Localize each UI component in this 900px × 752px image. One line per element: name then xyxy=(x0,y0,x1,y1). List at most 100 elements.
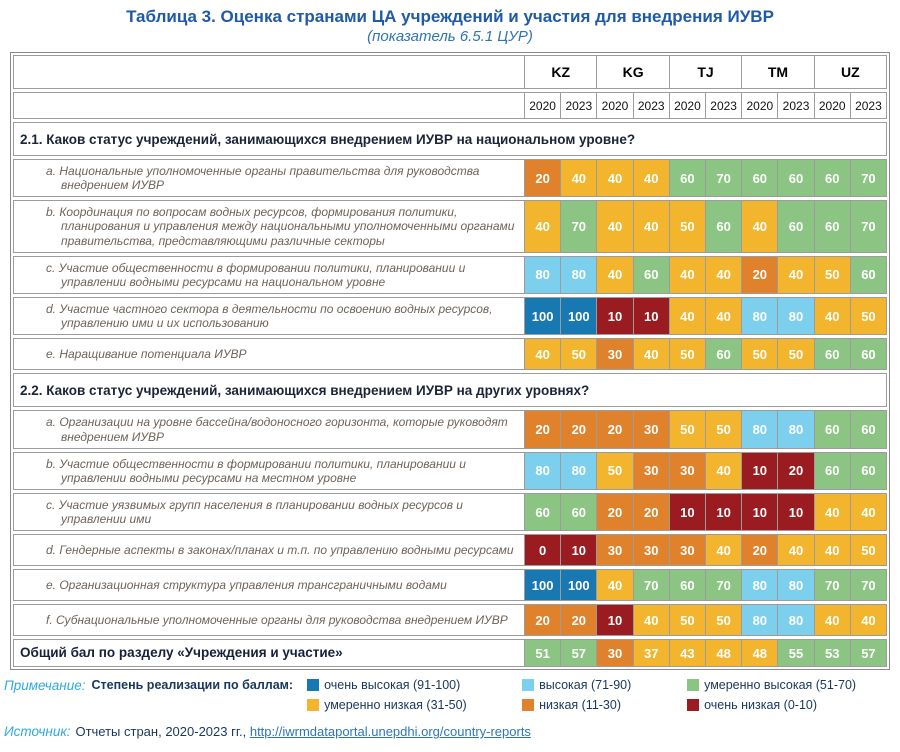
score-cell: 20 xyxy=(741,256,778,294)
row-label: e. Организационная структура управления … xyxy=(46,578,447,593)
score-cell: 80 xyxy=(777,605,814,636)
score-cell: 70 xyxy=(705,160,742,197)
score-cell: 60 xyxy=(777,160,814,197)
row-label: d. Гендерные аспекты в законах/планах и … xyxy=(46,543,514,558)
score-cell: 40 xyxy=(849,494,887,531)
score-cell: 60 xyxy=(849,411,887,448)
score-cell: 30 xyxy=(668,535,706,566)
score-cell: 80 xyxy=(741,411,778,448)
score-cell: 100 xyxy=(560,298,597,335)
score-cell: 50 xyxy=(560,339,597,370)
score-cell: 50 xyxy=(849,535,887,566)
score-cell: 60 xyxy=(849,339,887,370)
score-cell: 70 xyxy=(849,201,887,252)
score-cell: 60 xyxy=(524,494,561,531)
score-cell: 80 xyxy=(777,411,814,448)
score-cell: 55 xyxy=(777,640,814,667)
year-header: 2023 xyxy=(632,93,669,118)
score-cell: 40 xyxy=(705,298,742,335)
table-row: b. Координация по вопросам водных ресурс… xyxy=(13,200,887,253)
page-title: Таблица 3. Оценка странами ЦА учреждений… xyxy=(126,7,774,26)
score-cell: 40 xyxy=(777,256,814,294)
country-header-kg: KG xyxy=(596,56,668,88)
table-row: d. Участие частного сектора в деятельнос… xyxy=(13,297,887,336)
score-cell: 10 xyxy=(560,535,597,566)
score-cell: 20 xyxy=(632,494,669,531)
score-cell: 60 xyxy=(668,160,706,197)
score-cell: 60 xyxy=(813,411,850,448)
year-header: 2020 xyxy=(524,93,560,118)
score-cell: 50 xyxy=(741,339,778,370)
score-cell: 60 xyxy=(668,570,706,601)
score-cell: 40 xyxy=(813,494,850,531)
score-cell: 50 xyxy=(668,201,706,252)
year-header: 2020 xyxy=(813,93,850,118)
score-cell: 43 xyxy=(668,640,706,667)
score-cell: 40 xyxy=(777,535,814,566)
score-cell: 30 xyxy=(596,640,633,667)
score-cell: 30 xyxy=(632,452,669,490)
score-cell: 10 xyxy=(705,494,742,531)
header-spacer xyxy=(14,56,524,88)
score-cell: 70 xyxy=(560,201,597,252)
legend-label: очень высокая (91-100) xyxy=(324,678,461,693)
score-cell: 100 xyxy=(524,298,561,335)
table-row: d. Гендерные аспекты в законах/планах и … xyxy=(13,534,887,567)
legend-item: низкая (11-30) xyxy=(522,698,687,712)
year-header: 2023 xyxy=(560,93,596,118)
legend-item: высокая (71-90) xyxy=(522,678,687,692)
country-header-uz: UZ xyxy=(813,56,886,88)
score-cell: 10 xyxy=(596,298,633,335)
score-cell: 20 xyxy=(741,535,778,566)
legend-swatch xyxy=(522,699,535,712)
score-cell: 60 xyxy=(813,160,850,197)
score-cell: 40 xyxy=(560,160,597,197)
score-cell: 20 xyxy=(560,411,597,448)
row-label: d. Участие частного сектора в деятельнос… xyxy=(46,302,493,331)
score-cell: 50 xyxy=(849,298,887,335)
score-cell: 30 xyxy=(596,535,633,566)
score-cell: 40 xyxy=(705,535,742,566)
score-cell: 53 xyxy=(813,640,850,667)
score-cell: 20 xyxy=(524,160,561,197)
country-header-tj: TJ xyxy=(668,56,741,88)
table-row: e. Наращивание потенциала ИУВР 40 50 30 40 50… xyxy=(13,338,887,371)
score-cell: 20 xyxy=(524,411,561,448)
row-label: b. Участие общественности в формировании… xyxy=(46,456,466,485)
score-cell: 50 xyxy=(668,605,706,636)
score-cell: 30 xyxy=(596,339,633,370)
score-cell: 10 xyxy=(777,494,814,531)
score-cell: 48 xyxy=(705,640,742,667)
score-cell: 40 xyxy=(668,256,706,294)
score-cell: 10 xyxy=(668,494,706,531)
source-link[interactable]: http://iwrmdataportal.unepdhi.org/countr… xyxy=(249,724,531,740)
row-label: a. Национальные уполномоченные органы пр… xyxy=(46,164,480,193)
score-cell: 20 xyxy=(596,494,633,531)
legend-note: Примечание: Степень реализации по баллам… xyxy=(4,678,890,712)
scores-table: KZ KG TJ TM UZ 2020 2023 2020 2023 2020 2023 2020 2… xyxy=(10,52,890,671)
legend-item: умеренно низкая (31-50) xyxy=(307,698,522,712)
score-cell: 60 xyxy=(849,256,887,294)
score-cell: 80 xyxy=(560,452,597,490)
score-cell: 51 xyxy=(524,640,561,667)
score-cell: 37 xyxy=(632,640,669,667)
legend-label: умеренно низкая (31-50) xyxy=(324,698,467,713)
country-header-kz: KZ xyxy=(524,56,596,88)
score-cell: 40 xyxy=(596,570,633,601)
score-cell: 60 xyxy=(813,201,850,252)
year-header-row: 2020 2023 2020 2023 2020 2023 2020 2023 2020 2023 xyxy=(13,92,887,119)
year-header: 2020 xyxy=(741,93,777,118)
legend-item: очень низкая (0-10) xyxy=(687,698,890,712)
score-cell: 40 xyxy=(632,605,669,636)
year-header: 2023 xyxy=(705,93,741,118)
score-cell: 40 xyxy=(849,605,887,636)
score-cell: 10 xyxy=(632,298,669,335)
year-header: 2023 xyxy=(777,93,813,118)
legend-swatch xyxy=(307,679,320,692)
score-cell: 70 xyxy=(813,570,850,601)
score-cell: 50 xyxy=(705,605,742,636)
score-cell: 60 xyxy=(705,339,742,370)
score-cell: 70 xyxy=(849,570,887,601)
score-cell: 70 xyxy=(849,160,887,197)
score-cell: 60 xyxy=(741,160,778,197)
